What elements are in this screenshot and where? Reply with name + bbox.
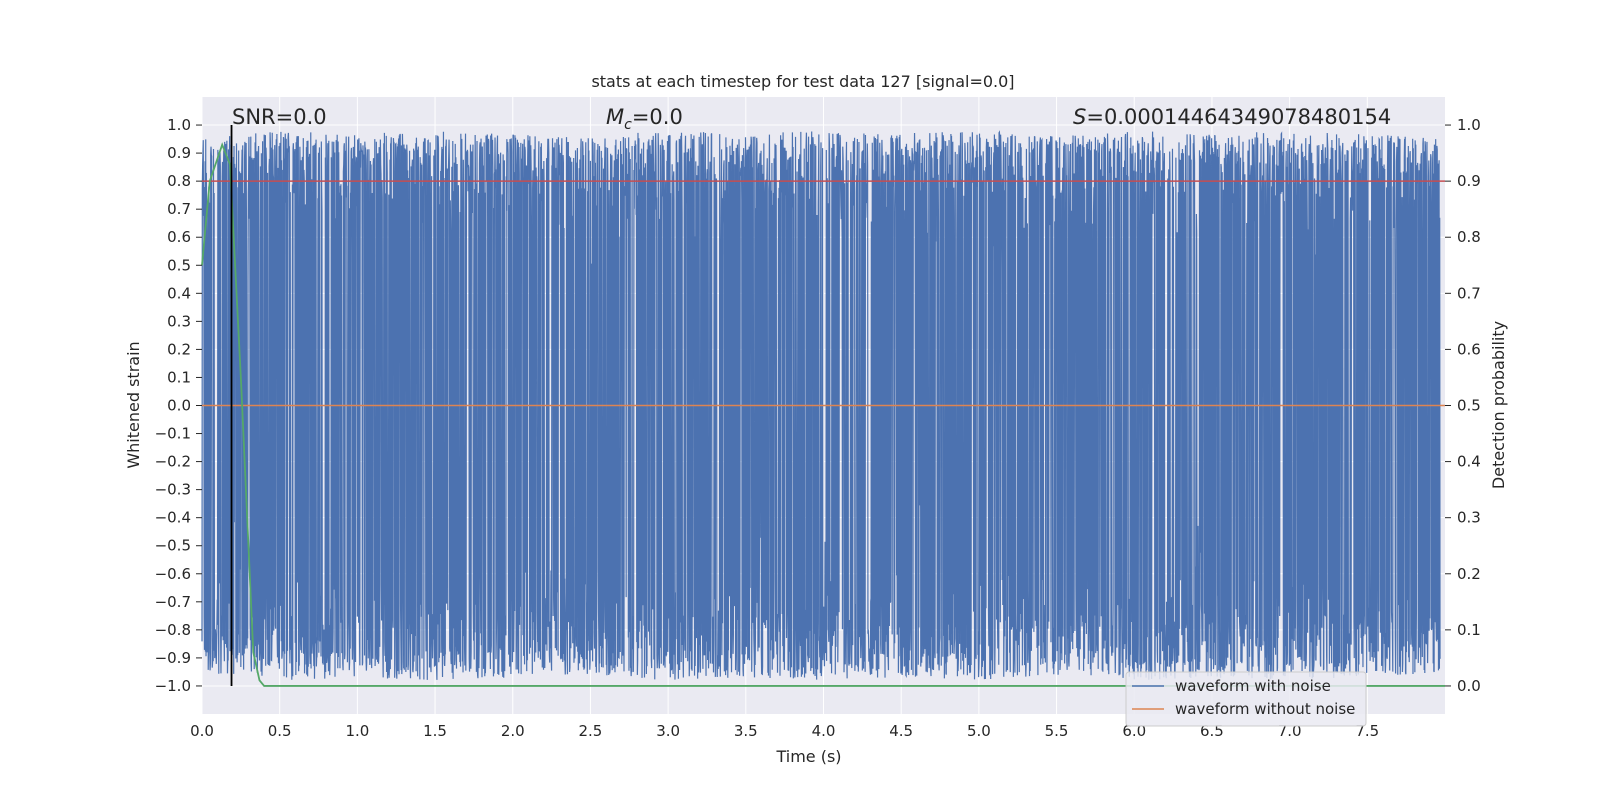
chirp-mass-symbol: M [606, 105, 624, 129]
left-tick-label: −0.4 [155, 509, 191, 527]
left-tick-label: −0.9 [155, 649, 191, 667]
right-tick-label: 1.0 [1457, 116, 1481, 134]
left-tick-label: −1.0 [155, 677, 191, 695]
left-tick-label: 0.7 [167, 200, 191, 218]
right-tick-label: 0.2 [1457, 565, 1481, 583]
x-tick-label: 5.5 [1045, 722, 1069, 740]
left-tick-label: 1.0 [167, 116, 191, 134]
right-y-axis: 1.0 0.9 0.8 0.7 0.6 0.5 0.4 0.3 0.2 0.1 0.0 [1445, 116, 1481, 695]
x-tick-label: 0.0 [190, 722, 214, 740]
left-tick-label: 0.9 [167, 144, 191, 162]
left-tick-label: 0.1 [167, 368, 191, 386]
chart-title: stats at each timestep for test data 127… [591, 72, 1014, 91]
left-tick-label: 0.5 [167, 256, 191, 274]
left-tick-label: −0.3 [155, 481, 191, 499]
s-annotation: S=0.00014464349078480154 [1073, 105, 1391, 129]
x-tick-label: 5.0 [967, 722, 991, 740]
left-tick-label: 0.6 [167, 228, 191, 246]
legend-label-clean: waveform without noise [1175, 700, 1355, 718]
left-tick-label: 0.8 [167, 172, 191, 190]
right-tick-label: 0.1 [1457, 621, 1481, 639]
right-tick-label: 0.3 [1457, 509, 1481, 527]
waveform-with-noise-line [201, 130, 1441, 680]
right-tick-label: 0.7 [1457, 284, 1481, 302]
x-axis: 0.0 0.5 1.0 1.5 2.0 2.5 3.0 3.5 4.0 4.5 5.0 5.5 6.0 6… [190, 722, 1379, 740]
right-tick-label: 0.4 [1457, 453, 1481, 471]
s-symbol: S [1073, 105, 1086, 129]
left-tick-label: −0.2 [155, 453, 191, 471]
x-tick-label: 1.0 [345, 722, 369, 740]
legend-label-noise: waveform with noise [1175, 677, 1331, 695]
detection-probability-line [201, 142, 1445, 687]
chirp-mass-annotation: Mc=0.0 [606, 105, 683, 133]
overlay-lines [201, 125, 1445, 687]
right-tick-label: 0.9 [1457, 172, 1481, 190]
x-axis-label: Time (s) [775, 747, 841, 766]
waveform-with-noise-series [201, 130, 1441, 680]
left-tick-label: 0.0 [167, 397, 191, 415]
right-tick-label: 0.0 [1457, 677, 1481, 695]
right-tick-label: 0.6 [1457, 340, 1481, 358]
left-tick-label: 0.3 [167, 312, 191, 330]
x-tick-label: 3.0 [656, 722, 680, 740]
y-axis-label-right: Detection probability [1489, 321, 1508, 489]
legend: waveform with noise waveform without noi… [1125, 671, 1367, 727]
s-value: =0.00014464349078480154 [1086, 105, 1391, 129]
right-tick-label: 0.5 [1457, 397, 1481, 415]
left-tick-label: −0.8 [155, 621, 191, 639]
x-tick-label: 0.5 [268, 722, 292, 740]
x-tick-label: 1.5 [423, 722, 447, 740]
legend-box [1125, 671, 1367, 727]
left-tick-label: 0.4 [167, 284, 191, 302]
y-axis-label-left: Whitened strain [124, 341, 143, 468]
x-tick-label: 4.5 [889, 722, 913, 740]
left-tick-label: 0.2 [167, 340, 191, 358]
right-tick-label: 0.8 [1457, 228, 1481, 246]
left-y-axis: 1.0 0.9 0.8 0.7 0.6 0.5 0.4 0.3 0.2 0.1 0.0 −0.1 −0.… [155, 116, 202, 695]
x-tick-label: 3.5 [734, 722, 758, 740]
left-tick-label: −0.5 [155, 537, 191, 555]
left-tick-label: −0.7 [155, 593, 191, 611]
chirp-mass-value: =0.0 [632, 105, 683, 129]
left-tick-label: −0.6 [155, 565, 191, 583]
x-tick-label: 2.0 [501, 722, 525, 740]
left-tick-label: −0.1 [155, 425, 191, 443]
x-tick-label: 2.5 [579, 722, 603, 740]
x-tick-label: 4.0 [812, 722, 836, 740]
snr-annotation: SNR=0.0 [232, 105, 327, 129]
chirp-mass-subscript: c [624, 117, 632, 133]
